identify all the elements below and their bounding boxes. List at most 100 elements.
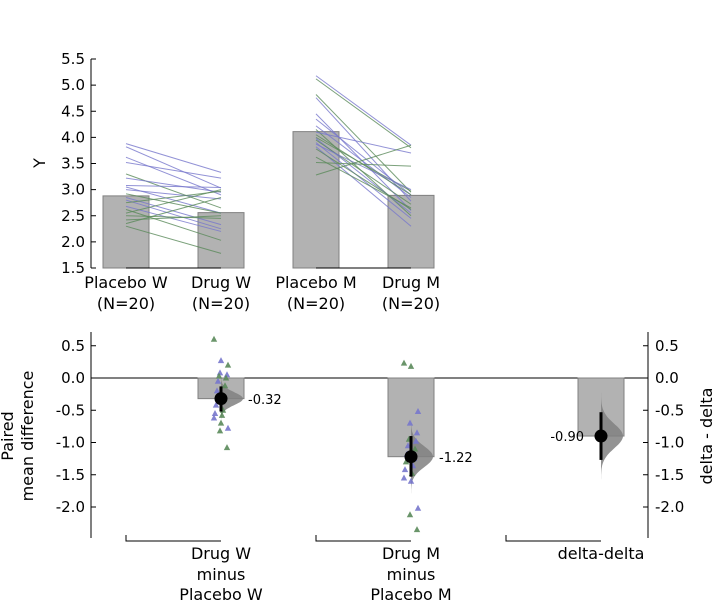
top-y-tick-label: 2.0 bbox=[61, 233, 85, 251]
bottom-y-tick-label: -1.5 bbox=[56, 466, 85, 484]
bottom-y-tick-label: -2.0 bbox=[56, 498, 85, 516]
difference-point bbox=[224, 361, 232, 368]
paired-line bbox=[315, 156, 412, 209]
group-label-drug-m: Drug M bbox=[382, 273, 440, 292]
top-y-label: Y bbox=[30, 158, 49, 169]
mean-diff-label-delta-delta: -0.90 bbox=[550, 430, 584, 445]
top-y-tick-label: 3.0 bbox=[61, 181, 85, 199]
comparison-2-line3: Placebo M bbox=[370, 585, 451, 600]
right-y-ticks: 0.5 0.0 -0.5 -1.0 -1.5 -2.0 bbox=[643, 337, 684, 516]
bracket-2 bbox=[315, 535, 411, 542]
top-y-tick-label: 1.5 bbox=[61, 259, 85, 277]
bottom-y-label-line1: Paired bbox=[0, 411, 17, 460]
bottom-y-label-line2: mean difference bbox=[18, 371, 37, 502]
difference-point bbox=[411, 445, 419, 452]
paired-line bbox=[125, 189, 222, 200]
bootstrap-distribution bbox=[411, 415, 433, 499]
group-n-drug-m: (N=20) bbox=[382, 294, 440, 313]
paired-line bbox=[315, 146, 412, 227]
group-n-drug-w: (N=20) bbox=[192, 294, 250, 313]
difference-point bbox=[414, 504, 422, 511]
bottom-y-tick-label: 0.0 bbox=[61, 369, 85, 387]
difference-point bbox=[406, 419, 414, 426]
group-n-placebo-w: (N=20) bbox=[97, 294, 155, 313]
raw-data-panel: 1.5 2.0 2.5 3.0 3.5 4.0 4.5 5.0 5.5 Y Placebo W … bbox=[30, 50, 440, 313]
paired-line bbox=[315, 94, 412, 193]
paired-line bbox=[125, 196, 222, 225]
bootstrap-distribution bbox=[221, 373, 243, 425]
difference-point bbox=[400, 474, 408, 481]
mean-bar bbox=[387, 194, 435, 269]
paired-line bbox=[315, 75, 412, 146]
paired-line bbox=[125, 143, 222, 173]
difference-point bbox=[210, 414, 218, 421]
right-y-tick-label: 0.5 bbox=[655, 337, 679, 355]
paired-line bbox=[125, 205, 222, 232]
right-y-label: delta - delta bbox=[697, 388, 716, 485]
difference-panel: 0.5 0.0 -0.5 -1.0 -1.5 -2.0 0.5 0.0 -0.5 -1.0 -1.… bbox=[0, 332, 716, 600]
group-label-placebo-m: Placebo M bbox=[275, 273, 356, 292]
top-y-tick-label: 5.5 bbox=[61, 50, 85, 68]
difference-point bbox=[210, 335, 218, 342]
paired-line bbox=[315, 143, 412, 191]
paired-line bbox=[125, 196, 222, 226]
mean-ci-markers bbox=[214, 386, 608, 477]
difference-point bbox=[223, 371, 231, 378]
difference-point bbox=[218, 411, 226, 418]
comparison-2-line1: Drug M bbox=[382, 544, 440, 563]
comparison-2-line2: minus bbox=[387, 565, 436, 584]
difference-point bbox=[217, 357, 225, 364]
group-label-drug-w: Drug W bbox=[191, 273, 251, 292]
paired-line bbox=[125, 193, 222, 214]
paired-line bbox=[315, 78, 412, 149]
group-label-placebo-w: Placebo W bbox=[84, 273, 168, 292]
paired-line bbox=[125, 215, 222, 219]
top-y-tick-label: 3.5 bbox=[61, 155, 85, 173]
comparison-3-line1: delta-delta bbox=[558, 544, 645, 563]
right-y-tick-label: 0.0 bbox=[655, 369, 679, 387]
top-y-tick-label: 5.0 bbox=[61, 76, 85, 94]
bottom-y-ticks: 0.5 0.0 -0.5 -1.0 -1.5 -2.0 bbox=[56, 337, 96, 516]
difference-point bbox=[222, 374, 230, 381]
difference-point bbox=[221, 382, 229, 389]
paired-line bbox=[125, 225, 222, 254]
bottom-x-labels: Drug W minus Placebo W Drug M minus Plac… bbox=[179, 544, 644, 600]
comparison-1-line2: minus bbox=[197, 565, 246, 584]
difference-point bbox=[224, 424, 232, 431]
paired-line bbox=[125, 184, 222, 189]
paired-line bbox=[125, 189, 222, 214]
mean-diff-label-drug-m: -1.22 bbox=[439, 451, 473, 466]
right-y-tick-label: -1.5 bbox=[655, 466, 684, 484]
paired-line bbox=[315, 97, 412, 202]
difference-point bbox=[214, 377, 222, 384]
bootstrap-distribution bbox=[601, 387, 623, 485]
bottom-y-tick-label: 0.5 bbox=[61, 337, 85, 355]
mean-dot bbox=[214, 392, 228, 406]
difference-point bbox=[213, 387, 221, 394]
paired-line bbox=[125, 146, 222, 189]
bootstrap-distributions bbox=[221, 373, 623, 499]
paired-line bbox=[125, 156, 222, 196]
comparison-1-line3: Placebo W bbox=[179, 585, 263, 600]
difference-point bbox=[215, 372, 223, 379]
paired-line bbox=[315, 161, 412, 167]
difference-point bbox=[223, 444, 231, 451]
mean-bar bbox=[102, 195, 150, 269]
paired-line bbox=[125, 177, 222, 193]
bracket-3 bbox=[505, 535, 601, 542]
comparison-1-line1: Drug W bbox=[191, 544, 251, 563]
paired-line bbox=[125, 209, 222, 241]
mean-dot bbox=[404, 450, 418, 464]
mean-dot bbox=[594, 429, 608, 443]
difference-point bbox=[216, 427, 224, 434]
top-x-labels: Placebo W (N=20) Drug W (N=20) Placebo M… bbox=[84, 273, 440, 313]
difference-point bbox=[406, 511, 414, 518]
difference-point bbox=[212, 401, 220, 408]
difference-point bbox=[413, 526, 421, 533]
right-y-tick-label: -0.5 bbox=[655, 401, 684, 419]
bracket-1 bbox=[125, 535, 221, 542]
paired-line bbox=[315, 144, 412, 176]
difference-point bbox=[413, 429, 421, 436]
mean-diff-label-drug-w: -0.32 bbox=[248, 393, 282, 408]
